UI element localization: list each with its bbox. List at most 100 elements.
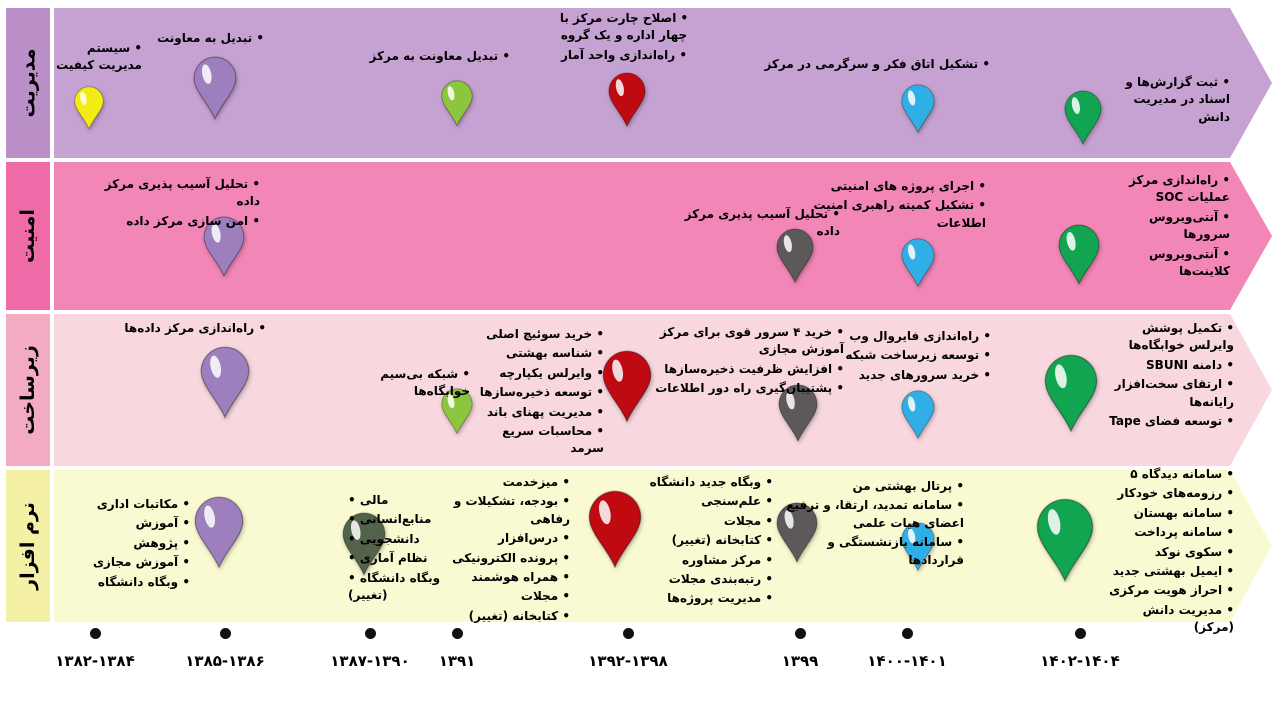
note-r1-knowledge: ثبت گزارش‌ها و اسناد در مدیریت دانش [1106,74,1230,128]
row-label-text: نرم افزار [17,502,39,590]
note-r3-datacenter: راه‌اندازی مرکز داده‌ها [98,320,266,339]
event-item: مجلات [643,513,773,530]
timeline-year-label: ۱۳۸۲-۱۳۸۴ [55,652,135,670]
row-label-security: امنیت [6,162,50,310]
note-r4-servicedesk: میزخدمت بودجه، تشکیلات و رفاهی درس‌افزار… [430,474,570,627]
map-pin-icon-r2-projects [901,238,935,288]
event-item: ارتقای سخت‌افزار رایانه‌ها [1106,376,1234,411]
row-label-text: زیرساخت [17,345,39,435]
event-item: توسعه ذخیره‌سازها [474,384,604,401]
event-item: سامانه پرداخت [1106,524,1234,541]
note-r1-deputy: تبدیل به معاونت [152,30,264,49]
event-item: احراز هویت مرکزی [1106,582,1234,599]
event-item: سامانه بازنشستگی و قراردادها [768,534,964,569]
event-item: مکاتبات اداری [64,496,190,513]
event-item: توسعه زیرساخت شبکه [843,347,991,364]
timeline-year-label: ۱۳۹۹ [781,652,819,670]
event-item: افزایش ظرفیت ذخیره‌سازها [646,361,844,378]
event-item: محاسبات سریع سرمد [474,423,604,458]
event-item: تحلیل آسیب پذیری مرکز داده [90,176,260,211]
event-item: پژوهش [64,535,190,552]
map-pin-icon-r1-knowledge [1064,90,1102,146]
map-pin-icon-r4-didgah [1036,498,1094,583]
note-r1-quality: سیستم مدیریت کیفیت [48,40,142,77]
event-item: میزخدمت [430,474,570,491]
event-item: پرتال بهشتی من [768,478,964,495]
note-r3-wifi: شبکه بی‌سیم خوابگاه‌ها [320,366,470,403]
timeline-year-label: ۱۳۸۵-۱۳۸۶ [185,652,265,670]
event-item: خرید ۴ سرور قوی برای مرکز آموزش مجازی [646,324,844,359]
note-r4-finance: مالی منابع‌انسانی دانشجویی نظام آماری وب… [348,492,452,606]
row-label-software: نرم افزار [6,470,50,622]
map-pin-icon-r1-chart [608,72,646,128]
event-item: مالی [348,492,452,509]
timeline-dot [795,628,806,639]
event-item: وایرلس یکپارچه [474,365,604,382]
event-item: شبکه بی‌سیم خوابگاه‌ها [320,366,470,401]
map-pin-icon-r1-deputy [193,56,237,120]
event-item: رزومه‌های خودکار [1106,485,1234,502]
map-pin-icon-r2-soc [1058,224,1100,285]
event-item: تشکیل کمیته راهبری امنیت اطلاعات [794,197,986,232]
note-r3-switch: خرید سوئیچ اصلی شناسه بهشتی وایرلس یکپار… [474,326,604,460]
event-item: امن سازی مرکز داده [90,213,260,230]
note-r3-coverage: تکمیل پوشش وایرلس خوابگاه‌ها دامنه SBUNI… [1106,320,1234,432]
timeline-year-label: ۱۳۸۷-۱۳۹۰ [330,652,410,670]
event-item: تبدیل به معاونت [152,30,264,47]
map-pin-icon-r1-center [441,80,473,127]
map-pin-icon-r4-servicedesk [588,490,642,569]
event-item: علم‌سنجی [643,493,773,510]
event-item: ایمیل بهشتی جدید [1106,563,1234,580]
event-item: منابع‌انسانی [348,511,452,528]
event-item: سامانه دیدگاه ۵ [1106,466,1234,483]
row-label-text: مدیریت [17,48,40,118]
event-item: اصلاح چارت مرکز با چهار اداره و یک گروه [545,10,703,45]
row-label-infrastructure: زیرساخت [6,314,50,466]
event-item: سامانه تمدید، ارتقا، و ترفیع اعضای هیات … [768,497,964,532]
event-item: آنتی‌ویروس کلاینت‌ها [1106,246,1230,281]
note-r2-projects: اجرای پروژه های امنیتی تشکیل کمیته راهبر… [794,178,986,234]
timeline-dot [902,628,913,639]
note-r4-office: مکاتبات اداری آموزش پژوهش آموزش مجازی وب… [64,496,190,593]
note-r2-vuln1: تحلیل آسیب پذیری مرکز داده امن سازی مرکز… [90,176,260,232]
event-item: خرید سرورهای جدید [843,367,991,384]
note-r2-soc: راه‌اندازی مرکز عملیات SOC آنتی‌ویروس سر… [1106,172,1230,282]
event-item: کتابخانه (تغییر) [643,532,773,549]
event-item: کتابخانه (تغییر) [430,608,570,625]
event-item: توسعه فضای Tape [1106,413,1234,430]
event-item: نظام آماری [348,550,452,567]
event-item: مدیریت دانش (مرکز) [1106,602,1234,637]
event-item: راه‌اندازی فایروال وب [843,328,991,345]
event-item: پرونده الکترونیکی [430,550,570,567]
event-item: آنتی‌ویروس سرورها [1106,209,1230,244]
event-item: راه‌اندازی مرکز داده‌ها [98,320,266,337]
note-r4-portal: پرتال بهشتی من سامانه تمدید، ارتقا، و تر… [768,478,964,571]
timeline-dot [623,628,634,639]
event-item: سیستم مدیریت کیفیت [48,40,142,75]
note-r3-servers: خرید ۴ سرور قوی برای مرکز آموزش مجازی اف… [646,324,844,400]
event-item: تبدیل معاونت به مرکز [368,48,510,65]
event-item: درس‌افزار [430,530,570,547]
event-item: راه‌اندازی مرکز عملیات SOC [1106,172,1230,207]
note-r4-newsite: وبگاه جدید دانشگاه علم‌سنجی مجلات کتابخا… [643,474,773,610]
row-label-text: امنیت [17,209,39,263]
event-item: تکمیل پوشش وایرلس خوابگاه‌ها [1106,320,1234,355]
event-item: مجلات [430,588,570,605]
event-item: مرکز مشاوره [643,552,773,569]
timeline-year-label: ۱۳۹۱ [438,652,476,670]
timeline-year-label: ۱۴۰۲-۱۴۰۴ [1040,652,1120,670]
event-item: مدیریت پروژه‌ها [643,590,773,607]
event-item: بودجه، تشکیلات و رفاهی [430,493,570,528]
event-item: آموزش [64,515,190,532]
timeline-dot [90,628,101,639]
event-item: راه‌اندازی واحد آمار [545,47,703,64]
timeline-dot [365,628,376,639]
note-r4-didgah: سامانه دیدگاه ۵ رزومه‌های خودکار سامانه … [1106,466,1234,639]
event-item: اجرای پروژه های امنیتی [794,178,986,195]
event-item: دامنه SBUNI [1106,357,1234,374]
row-label-management: مدیریت [6,8,50,158]
event-item: تشکیل اتاق فکر و سرگرمی در مرکز [738,56,990,73]
event-item: همراه هوشمند [430,569,570,586]
event-item: وبگاه جدید دانشگاه [643,474,773,491]
